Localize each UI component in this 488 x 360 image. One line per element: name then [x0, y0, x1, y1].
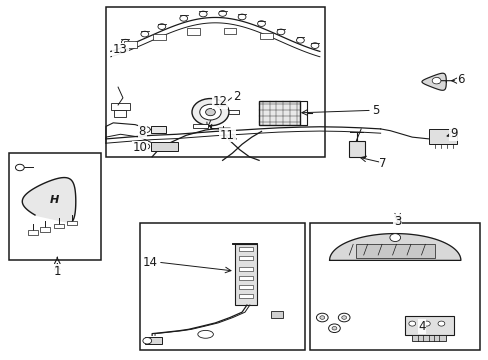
Bar — [9, 153, 101, 260]
Circle shape — [142, 127, 150, 132]
Circle shape — [180, 15, 187, 21]
Text: 2: 2 — [233, 90, 241, 103]
Text: 10: 10 — [132, 141, 147, 154]
Circle shape — [121, 39, 129, 45]
Circle shape — [16, 164, 24, 171]
Text: 11: 11 — [220, 129, 235, 142]
Circle shape — [341, 316, 346, 319]
Circle shape — [319, 316, 324, 319]
Text: 1: 1 — [54, 265, 61, 278]
Circle shape — [158, 24, 165, 30]
Circle shape — [316, 313, 327, 322]
Bar — [259, 102, 300, 125]
Bar — [238, 247, 252, 251]
Circle shape — [142, 338, 151, 344]
Bar — [67, 221, 77, 225]
Bar — [111, 103, 130, 111]
Circle shape — [389, 234, 400, 242]
Circle shape — [257, 21, 265, 26]
Bar — [348, 141, 364, 157]
Bar — [187, 28, 200, 35]
Bar — [271, 311, 283, 318]
Bar — [28, 230, 38, 235]
Polygon shape — [421, 73, 446, 90]
Bar — [193, 124, 207, 128]
Circle shape — [277, 29, 285, 35]
Bar — [238, 294, 252, 298]
Bar — [260, 33, 272, 39]
Circle shape — [199, 11, 206, 17]
Circle shape — [423, 321, 429, 326]
Bar — [106, 7, 324, 157]
Circle shape — [310, 43, 318, 49]
Bar — [428, 129, 457, 144]
Bar — [223, 28, 236, 34]
Text: 13: 13 — [113, 43, 128, 56]
Bar — [54, 224, 63, 229]
Bar — [140, 223, 305, 350]
Text: 9: 9 — [449, 127, 456, 140]
Bar — [144, 337, 162, 344]
Text: 4: 4 — [417, 320, 425, 333]
Bar — [123, 41, 136, 48]
Bar — [40, 227, 50, 232]
Text: 12: 12 — [212, 95, 227, 108]
Circle shape — [431, 77, 440, 84]
Circle shape — [408, 321, 415, 326]
Circle shape — [338, 313, 349, 322]
Text: 8: 8 — [139, 125, 146, 138]
Bar — [153, 33, 165, 40]
Text: 5: 5 — [371, 104, 379, 117]
Bar — [238, 276, 252, 280]
Circle shape — [218, 10, 226, 16]
Text: H: H — [49, 195, 59, 204]
Polygon shape — [22, 177, 76, 223]
Circle shape — [296, 37, 304, 43]
Bar — [411, 335, 446, 342]
Bar — [234, 244, 256, 305]
Circle shape — [142, 144, 149, 149]
Bar — [404, 316, 453, 336]
Circle shape — [192, 99, 228, 126]
Circle shape — [437, 321, 444, 326]
Circle shape — [331, 327, 336, 330]
Bar — [114, 110, 126, 117]
Bar — [151, 126, 165, 133]
Text: 6: 6 — [456, 73, 464, 86]
Text: 7: 7 — [379, 157, 386, 170]
Bar — [355, 244, 434, 258]
Bar — [309, 223, 479, 350]
Circle shape — [328, 324, 340, 333]
Ellipse shape — [198, 330, 213, 338]
Circle shape — [200, 104, 221, 120]
Text: 3: 3 — [393, 215, 401, 228]
Circle shape — [238, 14, 245, 20]
Circle shape — [141, 31, 148, 37]
Bar — [238, 285, 252, 289]
Circle shape — [205, 109, 215, 116]
Polygon shape — [329, 234, 460, 260]
Bar — [238, 256, 252, 260]
Text: 14: 14 — [142, 256, 157, 269]
Bar — [151, 142, 178, 151]
Bar — [238, 267, 252, 271]
